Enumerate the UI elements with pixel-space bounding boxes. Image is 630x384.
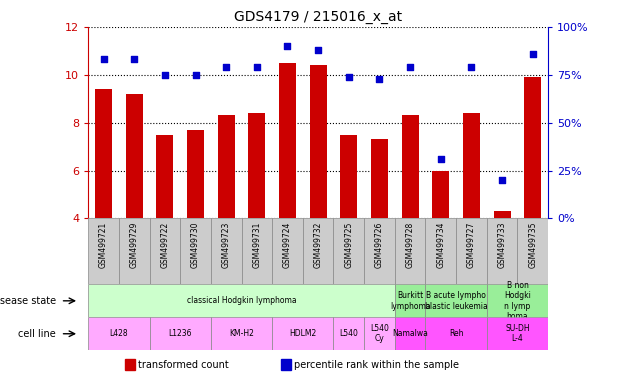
Bar [494,211,510,218]
Bar [180,218,211,285]
Point [344,74,354,80]
Bar [425,285,487,317]
Text: GSM499735: GSM499735 [529,222,537,268]
Bar [487,285,548,317]
Bar [364,218,395,285]
Point [282,43,292,49]
Bar [524,77,541,218]
Bar [211,317,272,350]
Bar [282,359,292,370]
Text: percentile rank within the sample: percentile rank within the sample [294,359,459,369]
Point [252,64,262,70]
Bar [425,317,487,350]
Point [129,56,139,63]
Text: GSM499734: GSM499734 [437,222,445,268]
Text: GSM499732: GSM499732 [314,222,323,268]
Bar [88,317,149,350]
Bar [310,65,326,218]
Bar [456,218,487,285]
Bar [272,317,333,350]
Text: GSM499731: GSM499731 [253,222,261,268]
Bar [241,218,272,285]
Text: L540: L540 [340,329,358,338]
Text: Namalwa: Namalwa [392,329,428,338]
Bar [333,218,364,285]
Point [497,177,507,183]
Bar [395,285,425,317]
Bar [487,317,548,350]
Text: GSM499733: GSM499733 [498,222,507,268]
Bar [272,218,303,285]
Text: classical Hodgkin lymphoma: classical Hodgkin lymphoma [186,296,296,305]
Text: HDLM2: HDLM2 [289,329,316,338]
Point [190,72,200,78]
Text: L540
Cy: L540 Cy [370,324,389,343]
Bar [463,113,480,218]
Text: KM-H2: KM-H2 [229,329,254,338]
Bar [88,218,119,285]
Bar [125,359,135,370]
Bar [156,135,173,218]
Text: GSM499727: GSM499727 [467,222,476,268]
Point [436,156,446,162]
Bar [425,218,456,285]
Text: GSM499726: GSM499726 [375,222,384,268]
Text: GSM499725: GSM499725 [345,222,353,268]
Text: GSM499730: GSM499730 [191,222,200,268]
Bar [371,139,388,218]
Bar [279,63,296,218]
Bar [149,218,180,285]
Bar [402,116,418,218]
Bar [517,218,548,285]
Text: GSM499722: GSM499722 [161,222,169,268]
Bar [95,89,112,218]
Bar [126,94,142,218]
Text: disease state: disease state [0,296,56,306]
Text: GSM499723: GSM499723 [222,222,231,268]
Point [374,76,384,82]
Bar [211,218,241,285]
Bar [395,317,425,350]
Text: cell line: cell line [18,329,56,339]
Bar [395,218,425,285]
Point [405,64,415,70]
Text: GSM499724: GSM499724 [283,222,292,268]
Point [160,72,170,78]
Bar [364,317,395,350]
Bar [432,170,449,218]
Text: SU-DH
L-4: SU-DH L-4 [505,324,530,343]
Bar [487,218,517,285]
Point [466,64,476,70]
Text: Reh: Reh [449,329,464,338]
Point [98,56,108,63]
Bar [333,317,364,350]
Text: B non
Hodgki
n lymp
homa: B non Hodgki n lymp homa [504,281,531,321]
Text: GSM499721: GSM499721 [99,222,108,268]
Text: GSM499728: GSM499728 [406,222,415,268]
Bar [119,218,149,285]
Bar [218,116,234,218]
Bar [303,218,333,285]
Text: B acute lympho
blastic leukemia: B acute lympho blastic leukemia [425,291,488,311]
Bar [88,285,395,317]
Text: L428: L428 [110,329,128,338]
Text: Burkitt
lymphoma: Burkitt lymphoma [390,291,430,311]
Text: GSM499729: GSM499729 [130,222,139,268]
Point [221,64,231,70]
Point [528,51,538,57]
Point [313,47,323,53]
Bar [248,113,265,218]
Bar [340,135,357,218]
Bar [187,130,204,218]
Bar [149,317,211,350]
Text: L1236: L1236 [168,329,192,338]
Title: GDS4179 / 215016_x_at: GDS4179 / 215016_x_at [234,10,402,25]
Text: transformed count: transformed count [138,359,229,369]
